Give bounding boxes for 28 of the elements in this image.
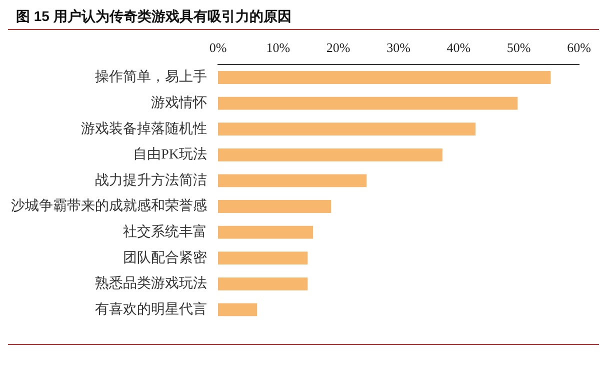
x-tick-label: 10% — [266, 40, 290, 56]
bar — [218, 71, 551, 84]
x-tick-label: 20% — [326, 40, 350, 56]
y-tick-label: 熟悉品类游戏玩法 — [95, 276, 207, 292]
y-tick-label: 团队配合紧密 — [123, 250, 207, 266]
bar — [218, 252, 308, 265]
y-tick-label: 社交系统丰富 — [123, 224, 207, 240]
bar — [218, 96, 518, 110]
chart-title: 图 15 用户认为传奇类游戏具有吸引力的原因 — [15, 8, 292, 26]
y-tick-label: 操作简单，易上手 — [95, 69, 207, 86]
bar — [218, 200, 332, 213]
x-tick-label: 30% — [386, 40, 411, 56]
bar — [218, 148, 442, 162]
x-tick-label: 50% — [506, 40, 531, 56]
x-tick-label: 0% — [209, 40, 227, 56]
bar — [218, 226, 314, 239]
y-tick-label: 自由PK玩法 — [133, 146, 207, 163]
y-tick-label: 沙城争霸带来的成就感和荣誉感 — [11, 198, 207, 214]
bar — [218, 174, 367, 188]
x-tick-label: 40% — [446, 40, 471, 56]
bar — [218, 277, 308, 290]
x-tick-label: 60% — [567, 40, 592, 56]
bar — [218, 303, 258, 316]
y-tick-label: 战力提升方法简洁 — [95, 172, 207, 188]
bar — [218, 122, 476, 136]
y-tick-label: 游戏装备掉落随机性 — [81, 120, 207, 137]
y-tick-label: 有喜欢的明星代言 — [95, 301, 207, 318]
y-tick-label: 游戏情怀 — [151, 94, 207, 111]
